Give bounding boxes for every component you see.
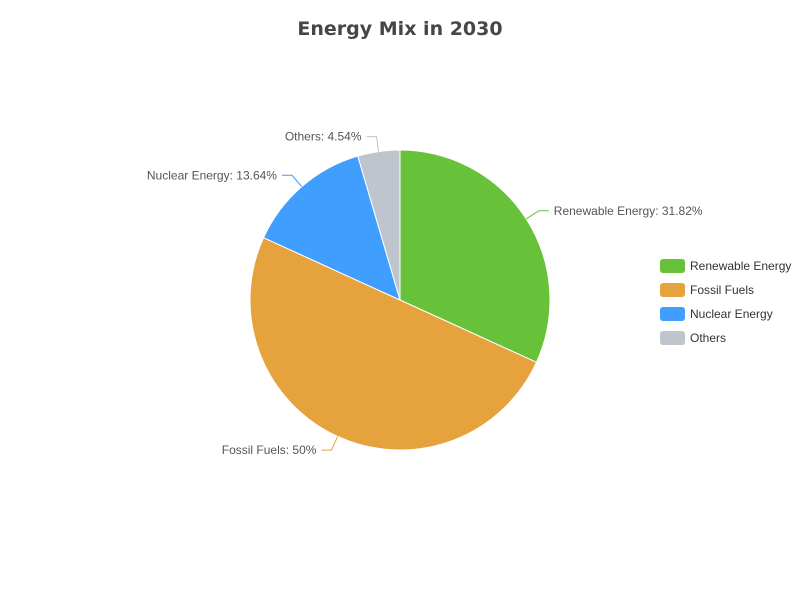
legend-item[interactable]: Renewable Energy	[660, 254, 791, 278]
leader-line	[366, 136, 380, 152]
leader-line	[321, 436, 339, 451]
legend-swatch	[660, 283, 685, 297]
legend-label: Fossil Fuels	[690, 283, 755, 297]
legend-swatch	[660, 259, 685, 273]
legend-item[interactable]: Nuclear Energy	[660, 302, 791, 326]
slice-label: Fossil Fuels: 50%	[222, 443, 317, 457]
legend-swatch	[660, 307, 685, 321]
leader-line	[525, 210, 549, 220]
legend-label: Renewable Energy	[690, 259, 792, 273]
pie-slice-nuclear-energy[interactable]	[262, 155, 401, 301]
legend-swatch	[660, 331, 685, 345]
chart-legend: Renewable Energy Fossil Fuels Nuclear Ener…	[660, 254, 791, 350]
pie-slice-others[interactable]	[357, 149, 401, 301]
legend-label: Nuclear Energy	[690, 307, 773, 321]
slice-label: Renewable Energy: 31.82%	[554, 204, 703, 218]
pie-slice-fossil-fuels[interactable]	[249, 237, 538, 451]
legend-item[interactable]: Others	[660, 326, 791, 350]
chart-title: Energy Mix in 2030	[297, 18, 503, 40]
legend-item[interactable]: Fossil Fuels	[660, 278, 791, 302]
legend-label: Others	[690, 331, 727, 345]
leader-line	[281, 174, 303, 187]
slice-label: Others: 4.54%	[285, 130, 362, 144]
slice-label: Nuclear Energy: 13.64%	[147, 168, 277, 182]
